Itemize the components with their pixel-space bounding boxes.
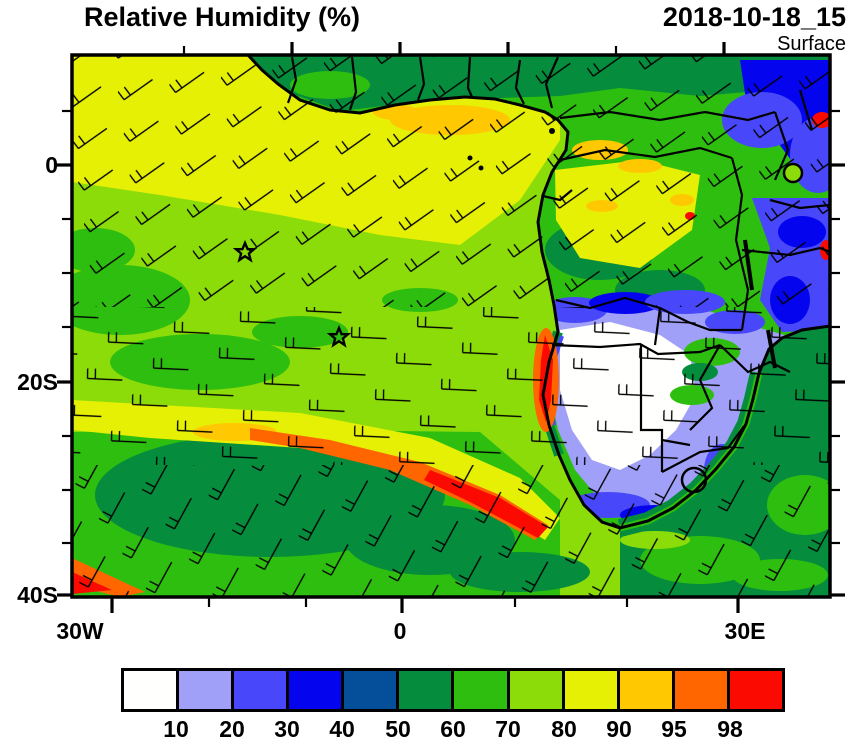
y-axis-label-0: 0 xyxy=(45,152,58,178)
colorbar-tick-label: 95 xyxy=(661,716,687,742)
colorbar-tick-label: 70 xyxy=(495,716,521,742)
star-marker-1 xyxy=(232,239,258,263)
x-axis-label-0: 0 xyxy=(393,618,407,644)
colorbar-swatch xyxy=(341,671,397,709)
colorbar-tick-label: 98 xyxy=(717,716,743,742)
colorbar-swatch xyxy=(506,671,562,709)
colorbar-tick-label: 60 xyxy=(440,716,466,742)
valid-datetime: 2018-10-18_15 xyxy=(662,2,846,32)
wind-barb-layer xyxy=(72,55,830,597)
colorbar-swatch xyxy=(726,671,782,709)
tick-layer xyxy=(57,42,845,613)
y-axis-label-40s: 40S xyxy=(17,582,58,608)
colorbar-tick-label: 20 xyxy=(219,716,245,742)
colorbar-swatch xyxy=(231,671,287,709)
colorbar-tick-label: 40 xyxy=(329,716,355,742)
colorbar-swatch xyxy=(176,671,232,709)
colorbar-swatch xyxy=(561,671,617,709)
colorbar-swatch xyxy=(286,671,342,709)
colorbar-swatch xyxy=(124,671,177,709)
colorbar-swatch xyxy=(396,671,452,709)
colorbar-tick-label: 50 xyxy=(385,716,411,742)
level-label: Surface xyxy=(777,33,846,55)
x-axis-label-30w: 30W xyxy=(56,618,104,644)
colorbar-swatch xyxy=(616,671,672,709)
colorbar-tick-label: 80 xyxy=(551,716,577,742)
colorbar-tick-label: 90 xyxy=(606,716,632,742)
star-marker-2 xyxy=(326,324,352,348)
colorbar-swatch xyxy=(451,671,507,709)
colorbar-tick-label: 10 xyxy=(163,716,189,742)
plot-title: Relative Humidity (%) xyxy=(84,2,361,32)
colorbar-tick-label: 30 xyxy=(274,716,300,742)
colorbar-swatch xyxy=(671,671,727,709)
y-axis-label-20s: 20S xyxy=(17,369,58,395)
x-axis-label-30e: 30E xyxy=(724,618,766,644)
colorbar xyxy=(121,668,785,712)
